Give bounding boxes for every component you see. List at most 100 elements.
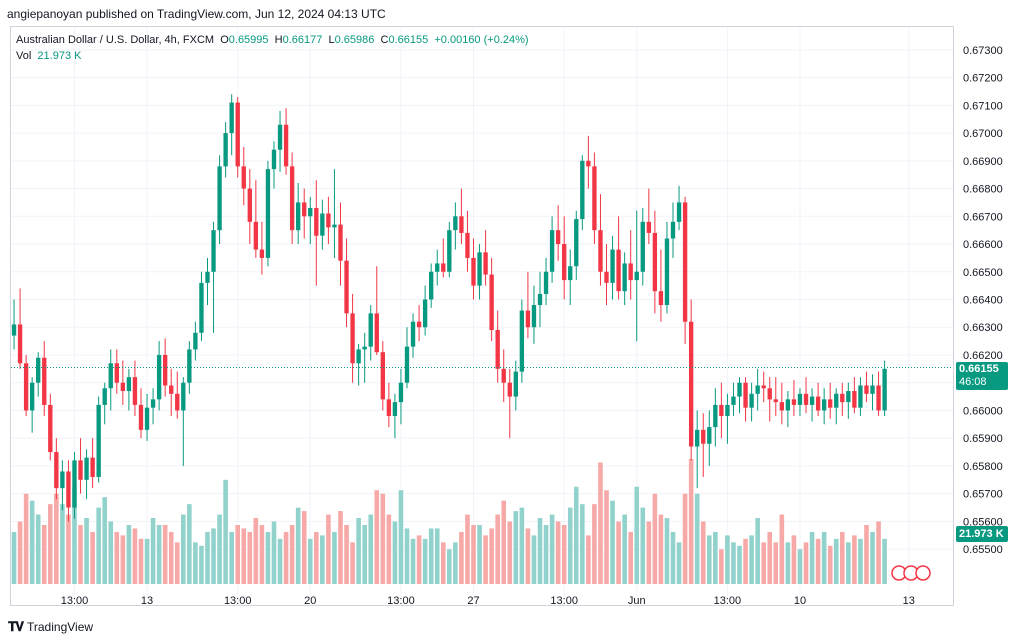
candle-body: [507, 382, 512, 397]
chart-frame[interactable]: 0.67300 0.67200 0.67100 0.67000 0.66900 0.668…: [10, 26, 1003, 607]
candle-body: [519, 310, 525, 372]
candle-body: [308, 207, 313, 217]
candle-body: [362, 346, 367, 350]
candle-body: [17, 324, 23, 364]
volume-bar: [144, 538, 150, 584]
candle-body: [701, 429, 706, 444]
volume-bar: [628, 531, 633, 584]
candle-body: [574, 219, 579, 267]
volume-bar: [555, 521, 561, 584]
volume-bar: [428, 528, 434, 584]
volume-bar: [422, 538, 428, 584]
volume-bar: [283, 531, 289, 584]
volume-bar: [150, 518, 156, 584]
volume-bar: [253, 518, 259, 584]
volume-bar: [483, 535, 488, 584]
last-price-value: 0.66155: [959, 363, 999, 375]
candle-body: [773, 399, 778, 403]
volume-bar: [156, 524, 162, 584]
volume-bar: [17, 521, 23, 584]
candle-body: [162, 354, 168, 386]
candle-body: [688, 321, 694, 447]
volume-bar: [265, 531, 271, 584]
volume-bar: [344, 524, 349, 584]
candle-body: [471, 257, 476, 286]
y-tick-label: 0.65700: [963, 489, 1003, 501]
candlestick-chart[interactable]: 0.67300 0.67200 0.67100 0.67000 0.66900 0.668…: [11, 27, 1024, 607]
volume-bar: [876, 521, 881, 584]
y-tick-label: 0.66200: [963, 350, 1003, 362]
close-label: C: [380, 34, 389, 46]
volume-bar: [193, 542, 198, 584]
candle-body: [658, 291, 664, 306]
y-tick-label: 0.66400: [963, 295, 1003, 307]
candle-body: [435, 263, 440, 272]
volume-bar: [338, 511, 343, 584]
candle-body: [223, 133, 228, 167]
candle-body: [120, 382, 126, 392]
candle-body: [852, 391, 857, 408]
volume-bar: [380, 493, 386, 584]
volume-bar: [501, 500, 507, 584]
volume-bar: [725, 535, 730, 584]
candle-body: [858, 385, 863, 408]
candle-body: [725, 404, 730, 416]
volume-bar: [531, 535, 537, 584]
volume-bar: [247, 531, 253, 584]
volume-bar: [132, 528, 138, 584]
candle-body: [821, 399, 827, 411]
volume-bar: [634, 486, 640, 584]
candle-body: [265, 169, 271, 258]
candle-body: [713, 404, 718, 428]
candle-body: [78, 460, 83, 480]
volume-bar: [513, 511, 519, 584]
volume-bar: [543, 524, 549, 584]
candle-body: [580, 160, 585, 220]
candle-body: [193, 332, 198, 350]
y-tick-label: 0.66300: [963, 322, 1003, 334]
volume-bar: [616, 521, 621, 584]
candle-body: [29, 382, 35, 411]
tradingview-logo[interactable]: 𝐓𝐕 TradingView: [8, 619, 93, 635]
y-tick-label: 0.66500: [963, 267, 1003, 279]
candle-body: [169, 385, 174, 394]
candle-body: [23, 363, 29, 411]
candle-body: [138, 404, 144, 430]
volume-bar: [223, 479, 228, 584]
volume-bar: [410, 538, 416, 584]
candle-body: [66, 471, 71, 508]
candle-body: [876, 385, 881, 411]
candle-body: [555, 230, 561, 245]
candle-body: [549, 230, 555, 272]
volume-bar: [767, 531, 773, 584]
y-tick-label: 0.67300: [963, 45, 1003, 57]
candle-body: [338, 224, 343, 261]
open-label: O: [220, 34, 229, 46]
volume-bar: [694, 493, 700, 584]
x-tick-label: 13: [141, 595, 153, 607]
candle-body: [864, 385, 869, 394]
volume-bar: [48, 504, 53, 584]
volume-value: 21.973 K: [37, 50, 82, 62]
candle-body: [652, 232, 658, 292]
volume-bar: [447, 549, 452, 584]
candle-body: [531, 305, 537, 328]
volume-bar: [713, 531, 718, 584]
candle-body: [840, 393, 845, 403]
volume-bar: [833, 538, 839, 584]
publish-header: angiepanoyan published on TradingView.co…: [7, 7, 386, 21]
volume-bar: [670, 531, 676, 584]
volume-bar: [785, 542, 791, 584]
tradingview-logo-icon: 𝐓𝐕: [8, 619, 24, 634]
volume-bar: [664, 518, 670, 584]
volume-bar: [138, 538, 144, 584]
volume-bar: [646, 521, 652, 584]
volume-bar: [368, 514, 374, 584]
volume-bar: [108, 521, 114, 584]
y-tick-label: 0.66900: [963, 156, 1003, 168]
volume-bar: [598, 462, 603, 584]
volume-bar: [23, 493, 29, 584]
candle-body: [108, 363, 113, 389]
volume-bar: [573, 486, 579, 584]
volume-bar: [549, 514, 555, 584]
